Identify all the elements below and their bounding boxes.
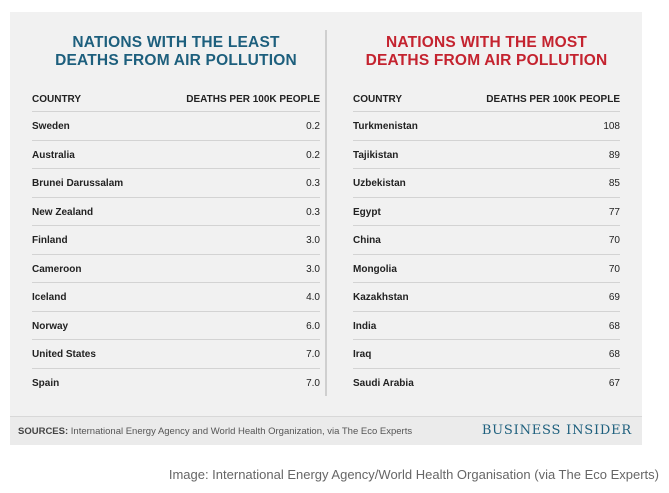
country-name: Saudi Arabia [353,377,414,389]
table-rows: Turkmenistan 108 Tajikistan 89 Uzbekistan 85 E… [353,111,620,396]
table-row: China 70 [353,225,620,254]
table-row: India 68 [353,310,620,340]
sources-label: SOURCES: [18,426,69,437]
column-header-country: COUNTRY [32,94,82,105]
country-name: Cameroon [32,263,82,275]
death-rate-value: 108 [603,121,620,132]
table-row: Saudi Arabia 67 [353,367,620,397]
country-name: Uzbekistan [353,178,406,189]
table-title-line: DEATHS FROM AIR POLLUTION [55,52,297,69]
death-rate-value: 68 [608,320,620,332]
table-row: Sweden 0.2 [32,111,320,140]
country-name: Spain [32,377,60,389]
country-name: New Zealand [32,206,94,218]
death-rate-value: 7.0 [306,377,320,389]
table-title: NATIONS WITH THE LEAST DEATHS FROM AIR P… [32,34,320,70]
death-rate-value: 3.0 [306,263,320,275]
country-name: Australia [32,149,75,161]
table-row: Uzbekistan 85 [353,168,620,197]
table-row: Egypt 77 [353,196,620,226]
table-title-line: DEATHS FROM AIR POLLUTION [365,52,608,69]
table-row: Iraq 68 [353,339,620,368]
country-name: Tajikistan [353,149,399,161]
country-name: Turkmenistan [353,121,418,132]
death-rate-value: 70 [608,235,620,246]
death-rate-value: 69 [608,292,620,303]
death-rate-value: 0.3 [306,206,320,218]
table-row: Turkmenistan 108 [353,111,620,140]
table-title-line: NATIONS WITH THE MOST [385,34,588,51]
death-rate-value: 85 [608,178,620,189]
table-row: Mongolia 70 [353,253,620,283]
column-header-country: COUNTRY [353,94,403,105]
death-rate-value: 67 [608,377,620,389]
column-header-deaths: DEATHS PER 100K PEOPLE [186,94,320,105]
table-row: United States 7.0 [32,339,320,368]
death-rate-value: 7.0 [306,349,320,360]
death-rate-value: 6.0 [306,320,320,332]
country-name: China [353,235,381,246]
table-row: Kazakhstan 69 [353,282,620,311]
country-name: Iceland [32,292,67,303]
country-name: Brunei Darussalam [32,178,124,189]
sources-note: SOURCES: International Energy Agency and… [18,426,412,437]
table-row: Australia 0.2 [32,139,320,169]
infographic-card: NATIONS WITH THE LEAST DEATHS FROM AIR P… [10,12,642,445]
country-name: Mongolia [353,263,397,275]
country-name: United States [32,349,96,360]
country-name: Norway [32,320,69,332]
table-row: Iceland 4.0 [32,282,320,311]
country-name: Kazakhstan [353,292,409,303]
death-rate-value: 68 [608,349,620,360]
country-name: Sweden [32,121,70,132]
table-row: New Zealand 0.3 [32,196,320,226]
death-rate-value: 70 [608,263,620,275]
table-rows: Sweden 0.2 Australia 0.2 Brunei Darussalam 0.… [32,111,320,396]
table-row: Finland 3.0 [32,225,320,254]
table-row: Norway 6.0 [32,310,320,340]
death-rate-value: 0.3 [306,178,320,189]
country-name: India [353,320,377,332]
sources-text: International Energy Agency and World He… [68,426,413,437]
table-row: Spain 7.0 [32,367,320,397]
table-title-line: NATIONS WITH THE LEAST [72,34,280,51]
table-row: Brunei Darussalam 0.3 [32,168,320,197]
table-row: Tajikistan 89 [353,139,620,169]
table-title: NATIONS WITH THE MOST DEATHS FROM AIR PO… [353,34,620,70]
country-name: Iraq [353,349,372,360]
image-caption: Image: International Energy Agency/World… [168,467,659,482]
death-rate-value: 4.0 [306,292,320,303]
column-header-deaths: DEATHS PER 100K PEOPLE [486,94,620,105]
country-name: Finland [32,235,68,246]
business-insider-logo: BUSINESS INSIDER [481,423,632,438]
table-row: Cameroon 3.0 [32,253,320,283]
death-rate-value: 77 [608,206,620,218]
death-rate-value: 0.2 [306,121,320,132]
column-divider [325,30,327,396]
sources-footer: SOURCES: International Energy Agency and… [10,416,642,445]
death-rate-value: 0.2 [306,149,320,161]
death-rate-value: 3.0 [306,235,320,246]
country-name: Egypt [353,206,381,218]
death-rate-value: 89 [608,149,620,161]
